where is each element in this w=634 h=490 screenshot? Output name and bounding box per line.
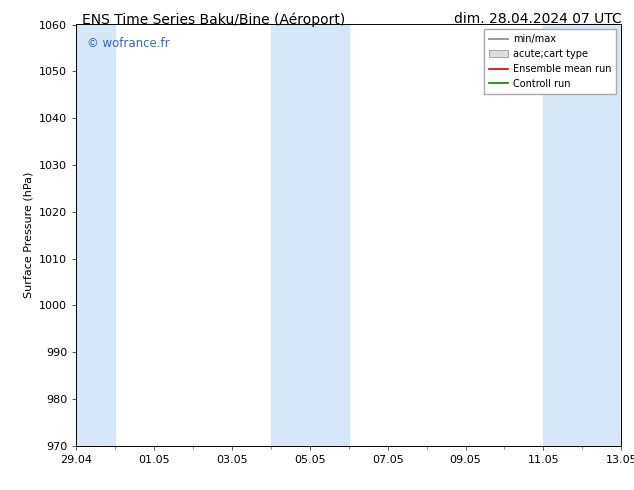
Y-axis label: Surface Pressure (hPa): Surface Pressure (hPa) [23, 172, 34, 298]
Bar [271, 24, 349, 446]
Text: ENS Time Series Baku/Bine (Aéroport): ENS Time Series Baku/Bine (Aéroport) [82, 12, 346, 27]
Legend: min/max, acute;cart type, Ensemble mean run, Controll run: min/max, acute;cart type, Ensemble mean … [484, 29, 616, 94]
Bar [543, 24, 621, 446]
Text: dim. 28.04.2024 07 UTC: dim. 28.04.2024 07 UTC [453, 12, 621, 26]
Bar [76, 24, 115, 446]
Text: © wofrance.fr: © wofrance.fr [87, 37, 170, 50]
